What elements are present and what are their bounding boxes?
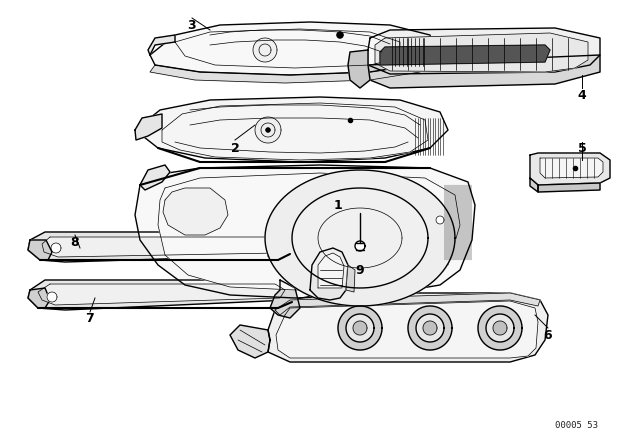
Polygon shape — [355, 241, 365, 251]
Polygon shape — [375, 33, 588, 72]
Polygon shape — [270, 280, 300, 318]
Polygon shape — [28, 232, 295, 262]
Polygon shape — [266, 128, 270, 132]
Polygon shape — [135, 165, 475, 298]
Polygon shape — [408, 306, 452, 350]
Polygon shape — [42, 237, 283, 257]
Polygon shape — [310, 248, 348, 300]
Polygon shape — [230, 325, 270, 358]
Polygon shape — [265, 170, 455, 306]
Polygon shape — [140, 165, 170, 190]
Polygon shape — [538, 183, 600, 192]
Polygon shape — [253, 38, 277, 62]
Polygon shape — [255, 117, 281, 143]
Polygon shape — [346, 265, 355, 292]
Polygon shape — [47, 292, 57, 302]
Text: 6: 6 — [544, 328, 552, 341]
Polygon shape — [162, 103, 428, 160]
Polygon shape — [346, 314, 374, 342]
Polygon shape — [530, 178, 538, 192]
Polygon shape — [150, 65, 420, 83]
Polygon shape — [353, 321, 367, 335]
Polygon shape — [338, 306, 382, 350]
Polygon shape — [158, 173, 460, 290]
Polygon shape — [28, 280, 295, 310]
Polygon shape — [318, 253, 344, 288]
Polygon shape — [530, 153, 610, 185]
Polygon shape — [135, 114, 162, 140]
Polygon shape — [416, 314, 444, 342]
Polygon shape — [436, 216, 444, 224]
Polygon shape — [28, 288, 50, 308]
Text: 4: 4 — [578, 89, 586, 102]
Polygon shape — [292, 188, 428, 288]
Polygon shape — [368, 28, 600, 74]
Polygon shape — [28, 240, 52, 260]
Polygon shape — [148, 35, 175, 55]
Text: 1: 1 — [333, 198, 342, 211]
Text: 5: 5 — [578, 142, 586, 155]
Text: 7: 7 — [86, 311, 94, 324]
Polygon shape — [423, 321, 437, 335]
Polygon shape — [348, 50, 370, 88]
Polygon shape — [51, 243, 61, 253]
Polygon shape — [380, 45, 550, 65]
Polygon shape — [368, 55, 600, 88]
Text: 3: 3 — [188, 18, 196, 31]
Polygon shape — [163, 188, 228, 235]
Polygon shape — [478, 306, 522, 350]
Text: 8: 8 — [70, 236, 79, 249]
Polygon shape — [275, 293, 540, 315]
Polygon shape — [268, 293, 548, 362]
Polygon shape — [337, 32, 343, 38]
Polygon shape — [175, 29, 400, 68]
Text: 9: 9 — [356, 263, 364, 276]
Polygon shape — [493, 321, 507, 335]
Polygon shape — [38, 284, 285, 305]
Text: 2: 2 — [230, 142, 239, 155]
Polygon shape — [150, 22, 435, 75]
Polygon shape — [540, 158, 603, 178]
Polygon shape — [268, 232, 298, 268]
Polygon shape — [486, 314, 514, 342]
Polygon shape — [135, 97, 448, 162]
Text: 00005 53: 00005 53 — [555, 421, 598, 430]
Polygon shape — [276, 301, 538, 358]
